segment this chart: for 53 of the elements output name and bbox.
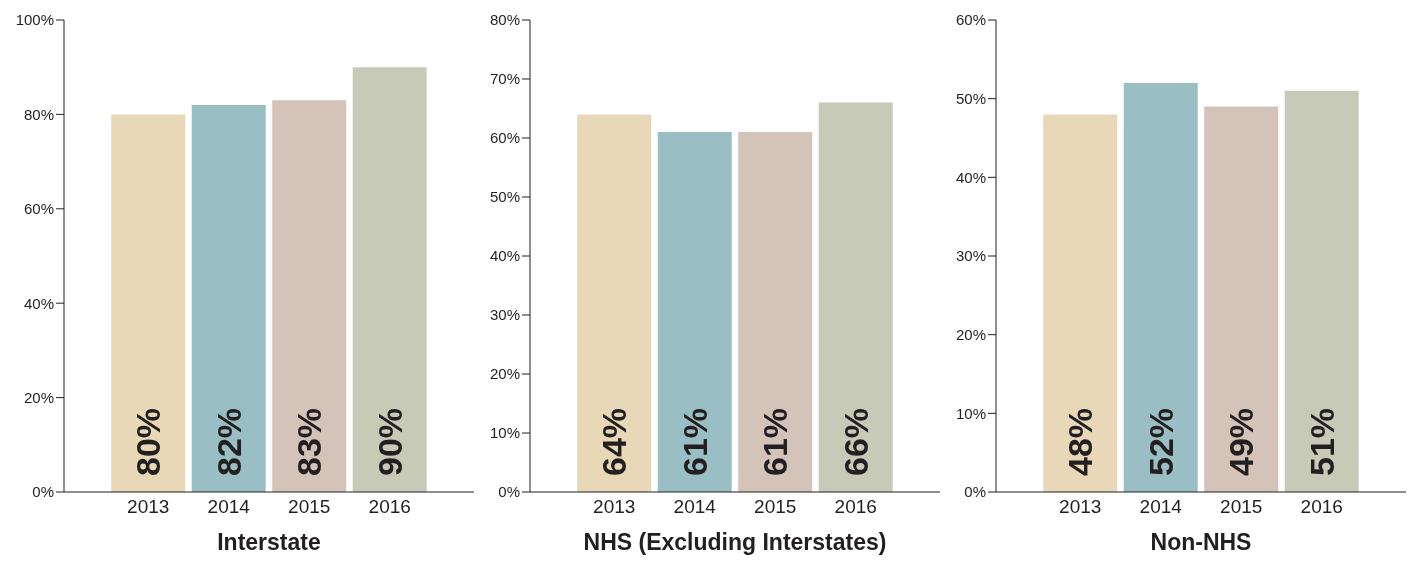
y-tick-label: 100% — [15, 11, 54, 29]
y-tick-label: 30% — [489, 306, 520, 324]
x-tick-label: 2013 — [127, 496, 170, 518]
y-tick-label: 10% — [489, 424, 520, 442]
data-label: 61% — [675, 407, 714, 476]
y-tick-label: 70% — [489, 70, 520, 88]
y-tick-label: 20% — [489, 365, 520, 383]
bar — [111, 114, 186, 492]
data-label: 82% — [209, 407, 248, 476]
data-label: 48% — [1061, 407, 1100, 476]
y-tick-label: 80% — [23, 105, 54, 123]
x-tick-label: 2014 — [207, 496, 251, 518]
x-tick-label: 2016 — [834, 496, 877, 518]
x-tick-label: 2014 — [673, 496, 717, 518]
y-tick-label: 40% — [955, 168, 986, 186]
x-axis-title: NHS (Excluding Interstates) — [583, 529, 887, 555]
y-tick-label: 40% — [23, 294, 54, 312]
x-tick-label: 2015 — [754, 496, 797, 518]
y-tick-label: 40% — [489, 247, 520, 265]
y-tick-label: 60% — [489, 129, 520, 147]
data-label: 51% — [1302, 407, 1341, 476]
y-tick-label: 30% — [955, 247, 986, 265]
x-tick-label: 2015 — [1220, 496, 1263, 518]
y-tick-label: 10% — [955, 404, 986, 422]
y-tick-label: 50% — [955, 89, 986, 107]
data-label: 66% — [836, 407, 875, 476]
y-tick-label: 0% — [498, 483, 520, 501]
data-label: 52% — [1141, 407, 1180, 476]
x-tick-label: 2016 — [1300, 496, 1343, 518]
x-axis-title: Non-NHS — [1150, 529, 1252, 555]
y-tick-label: 20% — [23, 388, 54, 406]
y-tick-label: 0% — [964, 483, 986, 501]
x-tick-label: 2015 — [288, 496, 331, 518]
bar — [272, 100, 347, 492]
x-tick-label: 2016 — [368, 496, 411, 518]
data-label: 83% — [290, 407, 329, 476]
data-label: 64% — [595, 407, 634, 476]
data-label: 90% — [370, 407, 409, 476]
y-tick-label: 50% — [489, 188, 520, 206]
y-tick-label: 60% — [23, 200, 54, 218]
data-label: 49% — [1222, 407, 1261, 476]
x-tick-label: 2014 — [1139, 496, 1183, 518]
data-label: 80% — [129, 407, 168, 476]
data-label: 61% — [756, 407, 795, 476]
y-tick-label: 20% — [955, 325, 986, 343]
x-axis-title: Interstate — [217, 529, 321, 555]
bar — [352, 67, 427, 492]
x-tick-label: 2013 — [593, 496, 636, 518]
x-tick-label: 2013 — [1059, 496, 1102, 518]
y-tick-label: 80% — [489, 11, 520, 29]
y-tick-label: 0% — [32, 483, 54, 501]
y-tick-label: 60% — [955, 11, 986, 29]
bar — [191, 104, 266, 492]
